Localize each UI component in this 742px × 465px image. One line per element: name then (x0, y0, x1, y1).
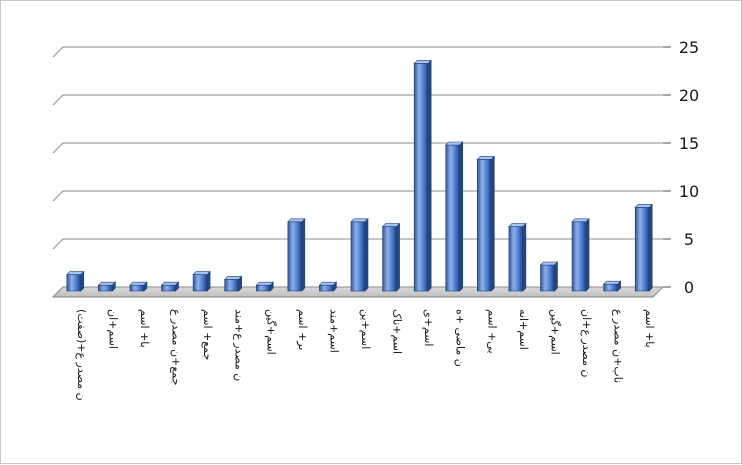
bar (381, 222, 401, 292)
y-tick-label: 0 (684, 278, 694, 297)
bar (192, 270, 211, 292)
bar (318, 281, 338, 292)
y-tick-label: 5 (684, 230, 694, 249)
x-category-label: بر+ اسم (296, 309, 309, 350)
bar (97, 281, 117, 292)
bar (634, 203, 653, 292)
bar (350, 218, 369, 292)
x-category-label: ن مصدر ع+ان (580, 309, 593, 378)
x-category-label: جمع+ن مصدر ع (170, 309, 183, 385)
x-category-label: ن مصدر ع+مند (233, 309, 246, 381)
bar (508, 222, 527, 292)
x-category-label: ناب+ن مصدر ع (612, 309, 625, 383)
x-axis-labels: ن مصدر ع+(صفت) اسم+ان با+ اسم جمع+ن مصدر ع ج… (75, 309, 656, 401)
x-category-label: اسم+گین (264, 309, 277, 355)
bar (571, 218, 590, 292)
gridline (52, 46, 663, 58)
bars (66, 59, 653, 292)
x-category-label: اسم+گین (548, 309, 561, 355)
x-category-label: با+ اسم (138, 309, 151, 348)
x-category-label: اسم+ی (422, 309, 435, 346)
y-tick-label: 10 (679, 182, 699, 201)
x-category-label: اسم+ان (106, 309, 119, 349)
gridline (52, 94, 663, 106)
gridline (52, 190, 663, 202)
x-category-label: اسم+ین (359, 309, 372, 349)
x-category-label: با+ اسم (643, 309, 656, 348)
x-category-label: بی+ اسم (485, 309, 498, 354)
bar (255, 281, 274, 292)
bar (129, 281, 148, 292)
bar (160, 281, 180, 292)
bar (66, 270, 85, 292)
bar (476, 155, 496, 292)
x-category-label: جمع+ اسم (201, 309, 214, 360)
x-category-label: ن ماضی +ه (454, 309, 467, 367)
bar (602, 280, 622, 292)
y-tick-label: 25 (679, 38, 699, 57)
bar (539, 261, 559, 292)
x-category-label: اسم+مند (327, 309, 340, 353)
x-category-label: ن مصدر ع+(صفت) (75, 309, 88, 401)
bar (413, 59, 432, 292)
bar (445, 141, 464, 292)
y-axis-ticks: 0 5 10 15 20 25 (663, 38, 699, 297)
y-tick-label: 20 (679, 86, 699, 105)
y-tick-label: 15 (679, 134, 699, 153)
bar (287, 218, 306, 292)
gridline (52, 142, 663, 154)
bar (223, 275, 243, 292)
x-category-label: اسم+انه (517, 309, 530, 350)
x-category-label: اسم+ناک (391, 309, 404, 354)
